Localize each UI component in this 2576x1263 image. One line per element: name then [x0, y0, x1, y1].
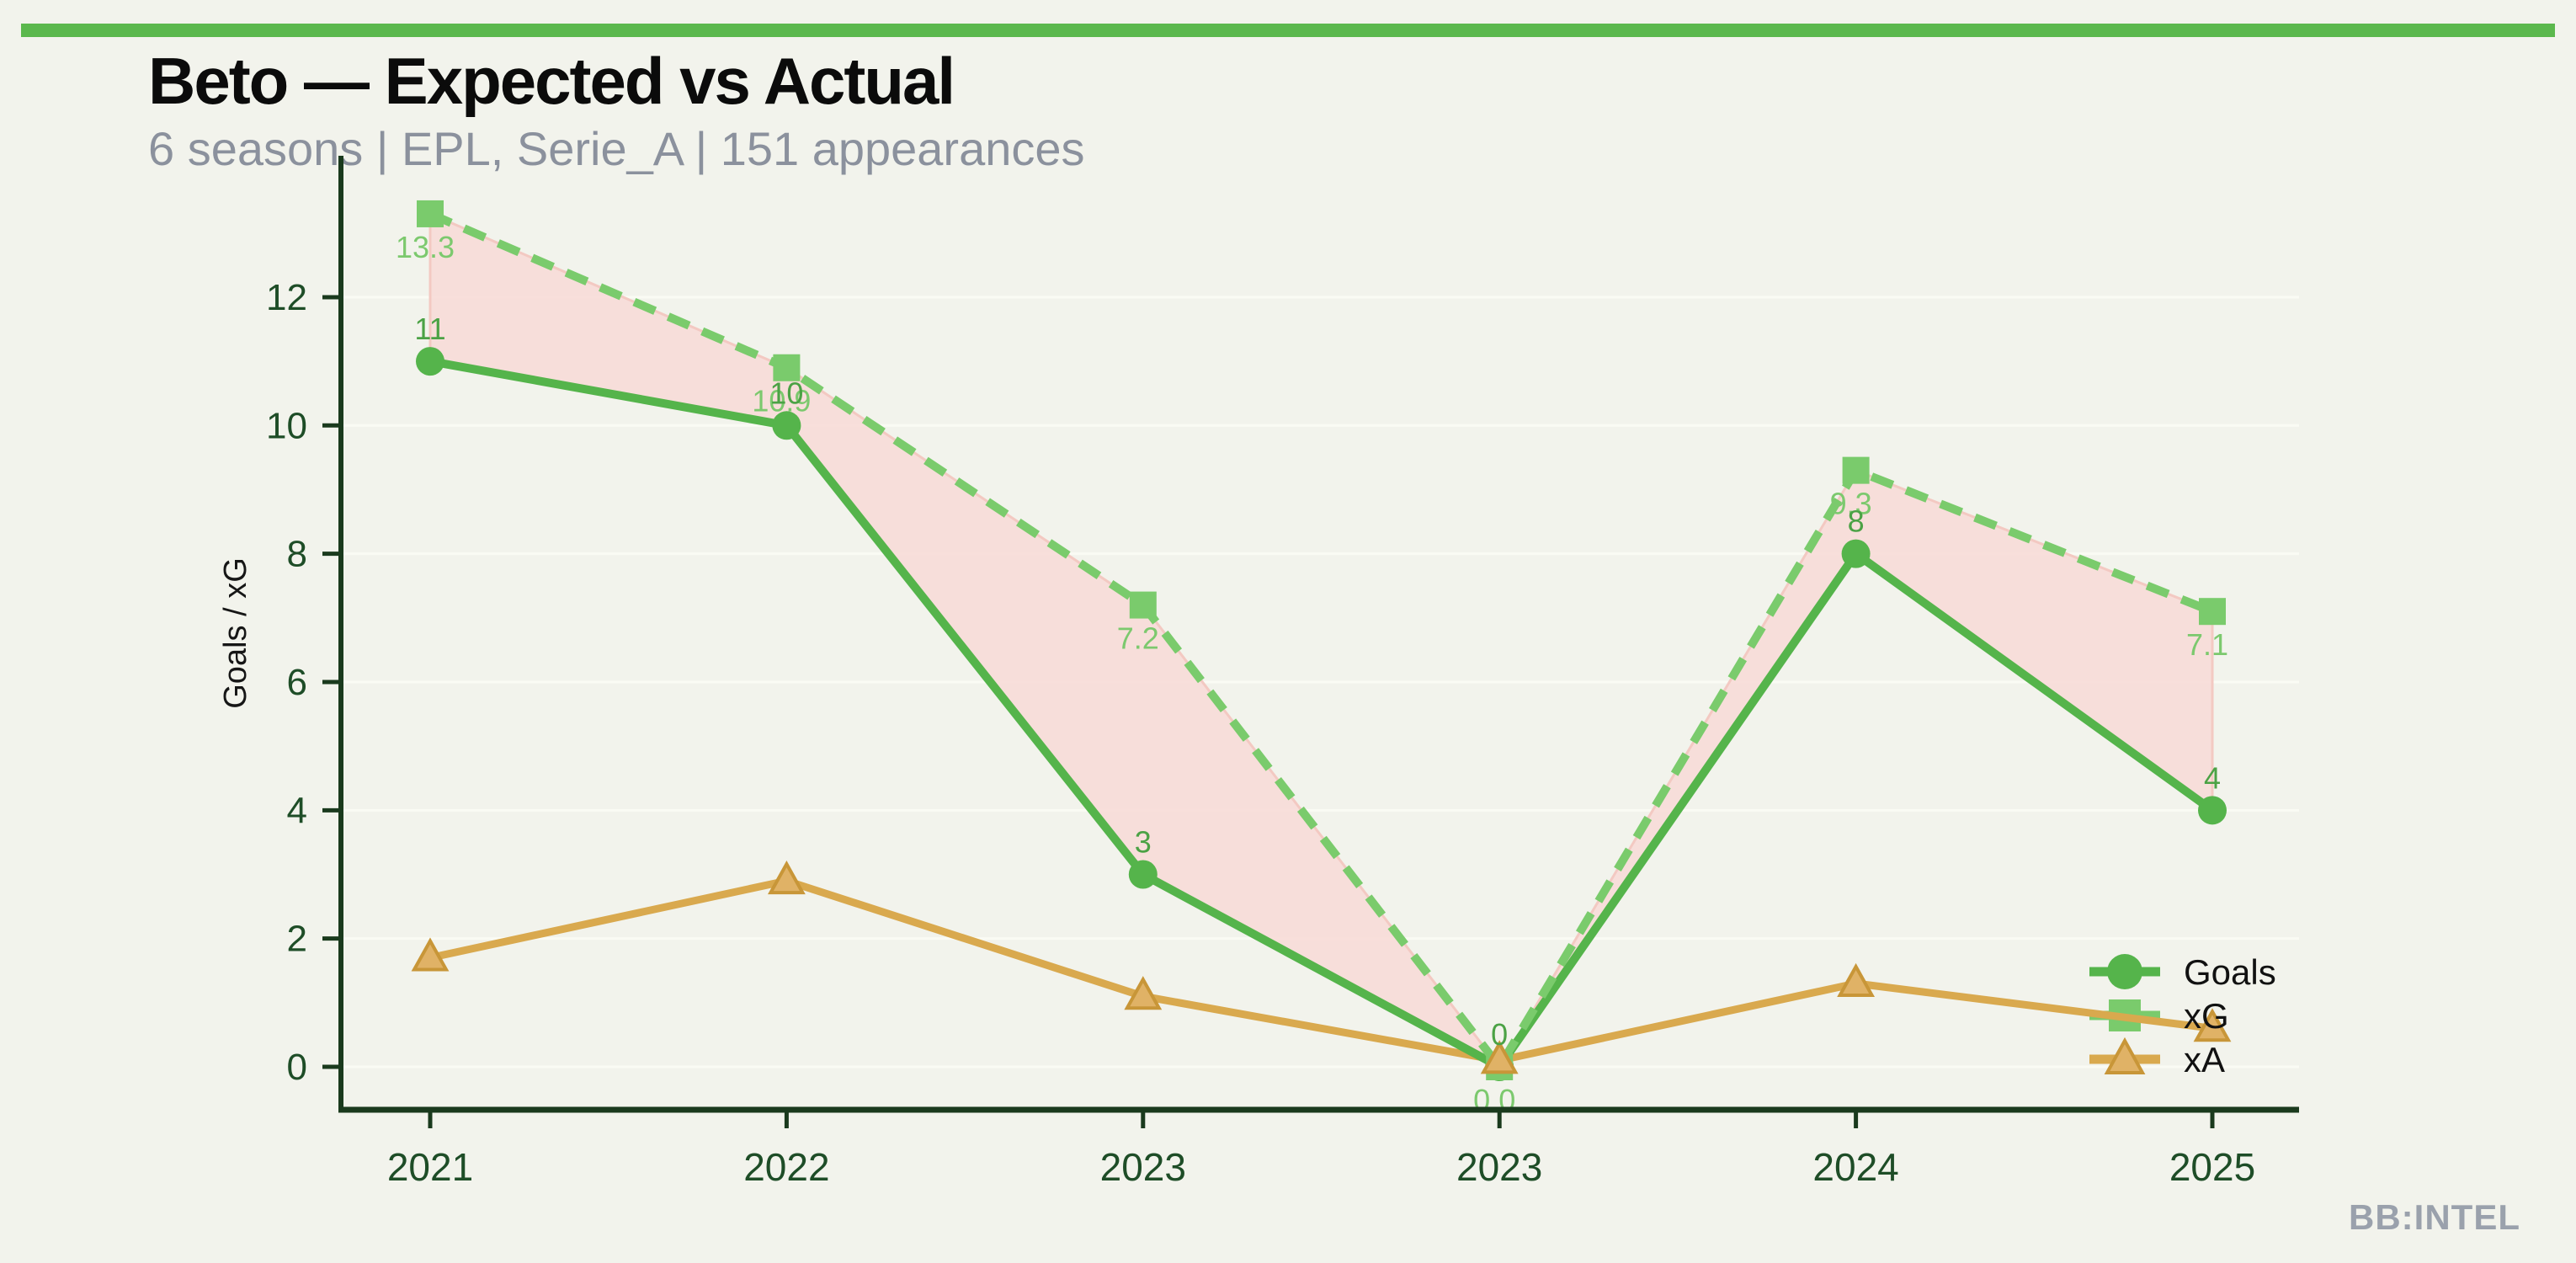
xg-marker — [1129, 591, 1157, 619]
x-tick-label: 2022 — [743, 1145, 829, 1189]
goals-marker — [2198, 796, 2227, 825]
y-tick-label: 12 — [266, 277, 307, 318]
xg-marker — [773, 354, 801, 381]
legend-label-xa: xA — [2184, 1040, 2225, 1079]
y-tick-label: 2 — [287, 919, 307, 960]
goals-marker — [1841, 539, 1871, 568]
y-tick-label: 4 — [287, 790, 307, 831]
goals-value-label: 8 — [1848, 504, 1865, 539]
goals-value-label: 10 — [769, 376, 803, 410]
goals-marker — [772, 411, 801, 440]
y-tick-label: 0 — [287, 1047, 307, 1088]
xg-series-line — [428, 210, 2214, 1071]
xg-value-label: 13.3 — [396, 230, 455, 264]
goals-marker — [416, 347, 444, 376]
x-tick-label: 2023 — [1456, 1145, 1542, 1189]
xg-marker — [417, 200, 444, 227]
xg-marker — [2199, 598, 2226, 626]
xg-value-label: 10.9 — [752, 384, 811, 418]
xa-marker — [1124, 976, 1163, 1010]
xa-marker — [2193, 1008, 2232, 1042]
xa-series-line — [429, 877, 2213, 1064]
y-tick-label: 10 — [266, 405, 307, 446]
accent-top-bar — [21, 24, 2555, 37]
xa-marker — [767, 861, 806, 895]
goals-value-label: 3 — [1135, 824, 1152, 859]
x-tick-label: 2024 — [1812, 1145, 1898, 1189]
xg-value-label: 7.1 — [2186, 627, 2228, 662]
page-title: Beto — Expected vs Actual — [148, 44, 955, 118]
watermark: BB:INTEL — [2349, 1197, 2520, 1237]
page-subtitle: 6 seasons | EPL, Serie_A | 151 appearanc… — [148, 121, 1085, 175]
goals-series-line — [429, 357, 2215, 1071]
legend-label-goals: Goals — [2184, 952, 2276, 992]
goals-marker — [1128, 860, 1158, 889]
chart-header: Beto — Expected vs Actual 6 seasons | EP… — [148, 44, 1085, 176]
goals-value-label: 4 — [2204, 760, 2221, 795]
x-tick-label: 2021 — [387, 1145, 473, 1189]
legend-xa-marker-icon — [2104, 1037, 2146, 1074]
goals-value-label: 0 — [1491, 1017, 1508, 1052]
y-tick-label: 6 — [287, 662, 307, 703]
x-tick-label: 2023 — [1100, 1145, 1186, 1189]
legend-label-xg: xG — [2184, 996, 2229, 1036]
y-tick-label: 8 — [287, 534, 307, 575]
goals-value-label: 11 — [414, 312, 445, 346]
xg-marker — [1842, 456, 1870, 484]
y-axis-title: Goals / xG — [218, 557, 253, 709]
xa-marker — [1480, 1040, 1519, 1074]
xa-marker — [1837, 962, 1876, 997]
x-tick-label: 2025 — [2169, 1145, 2255, 1189]
xg-value-label: 7.2 — [1117, 621, 1159, 656]
xg-value-label: 9.3 — [1830, 487, 1872, 521]
xa-marker — [411, 937, 450, 972]
legend-goals-marker-icon — [2107, 954, 2142, 989]
